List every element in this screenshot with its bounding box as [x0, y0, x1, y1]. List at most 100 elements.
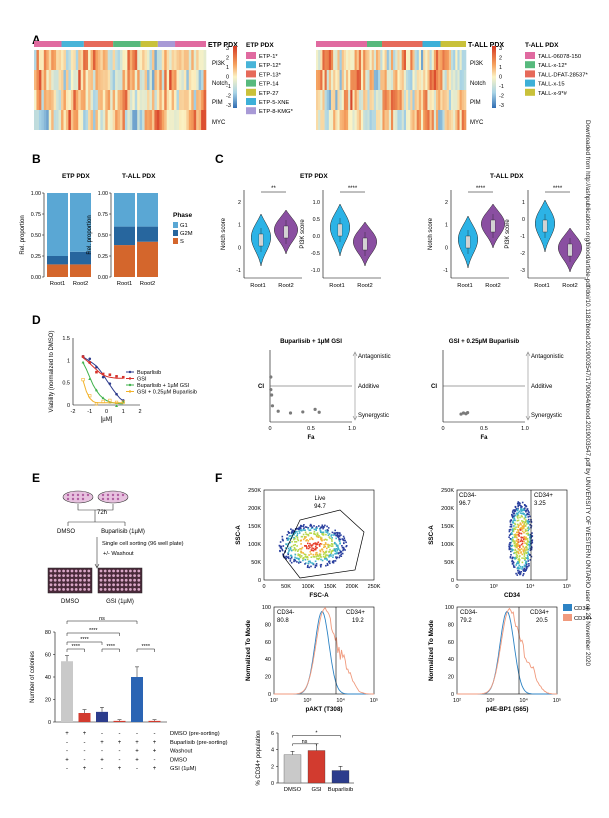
region-label: Additive [531, 384, 553, 390]
event-dot [315, 548, 317, 550]
cell-dot [81, 493, 85, 497]
condition-sign: - [66, 749, 68, 755]
heatmap-cell [384, 110, 388, 130]
heatmap-cell [391, 90, 394, 110]
heatmap-cell [186, 110, 190, 130]
plate-well [124, 583, 128, 587]
event-dot [523, 540, 525, 543]
event-dot [336, 549, 339, 552]
x-tick-label: 0 [268, 426, 271, 432]
event-dot [517, 525, 520, 527]
condition-row-label: Buparlisib (pre-sorting) [170, 740, 228, 746]
heatmap-cell [403, 50, 407, 70]
event-dot [526, 548, 529, 551]
heatmap-cell [48, 90, 52, 110]
legend-label: ETP-27 [259, 91, 279, 97]
event-dot [511, 513, 513, 516]
event-dot [315, 528, 317, 531]
heatmap-cell [322, 90, 325, 110]
x-category: Buparlisib [328, 787, 353, 793]
x-category: Root1 [250, 283, 265, 289]
event-dot [524, 530, 527, 533]
plate-well [103, 578, 107, 582]
heatmap-cell [442, 50, 445, 70]
event-dot [517, 566, 519, 569]
y-tick-label: 50K [251, 560, 261, 566]
event-dot [522, 549, 525, 551]
event-dot [519, 565, 522, 568]
event-dot [290, 561, 293, 564]
c-tall-title: T-ALL PDX [490, 173, 524, 180]
event-dot [521, 512, 523, 515]
y-axis-label: % CD34+ population [256, 730, 262, 785]
event-dot [345, 541, 347, 544]
event-dot [335, 534, 337, 537]
legend-label: CD34- [574, 606, 591, 612]
event-dot [513, 517, 516, 520]
event-dot [320, 543, 323, 545]
heatmap-cell [137, 50, 140, 70]
plate-well [62, 578, 65, 582]
heatmap-cell [421, 50, 424, 70]
heatmap-cell [176, 90, 180, 110]
heatmap-cell [129, 70, 133, 90]
heatmap-cell [380, 50, 383, 70]
heatmap-cell [137, 90, 140, 110]
condition-sign: - [84, 757, 86, 763]
heatmap-cell [61, 70, 64, 90]
event-dot [521, 501, 524, 504]
heatmap-cell [427, 110, 430, 130]
heatmap-cell [337, 110, 340, 130]
event-dot [525, 566, 528, 568]
heatmap-cell [318, 110, 321, 130]
data-point [121, 400, 125, 404]
event-dot [316, 547, 318, 549]
heatmap-cell [127, 70, 131, 90]
event-dot [297, 558, 300, 560]
event-dot [531, 546, 533, 549]
heatmap-cell [386, 110, 390, 130]
heatmap-cell [363, 110, 366, 130]
heatmap-cell [193, 70, 197, 90]
event-dot [523, 555, 526, 557]
event-dot [323, 544, 325, 546]
heatmap-cell [346, 90, 349, 110]
gate-percent: 94.7 [314, 504, 326, 510]
event-dot [526, 540, 529, 543]
event-dot [293, 538, 295, 541]
heatmap-cell [414, 90, 418, 110]
bar-segment-S [47, 264, 68, 277]
heatmap-cell [333, 110, 336, 130]
y-tick-label: 20 [265, 675, 271, 681]
event-dot [324, 542, 327, 544]
event-dot [333, 532, 335, 534]
event-dot [517, 502, 520, 504]
heatmap-cell [373, 110, 377, 130]
event-dot [326, 532, 329, 534]
plate-well [83, 574, 86, 577]
plate-well [116, 578, 120, 582]
data-point [88, 377, 92, 381]
x-tick-label: 10² [270, 698, 278, 704]
event-dot [296, 545, 298, 547]
event-dot [321, 549, 324, 551]
event-dot [522, 513, 525, 515]
event-dot [299, 526, 302, 529]
y-tick-label: 0.75 [98, 212, 108, 218]
event-dot [280, 545, 283, 548]
event-dot [318, 543, 320, 546]
event-dot [527, 565, 529, 568]
event-dot [336, 556, 339, 559]
event-dot [334, 549, 336, 552]
event-dot [530, 545, 533, 548]
x-tick-label: 10⁴ [336, 697, 345, 704]
ci-axis-label: CI [258, 384, 264, 390]
event-dot [521, 525, 524, 527]
heatmap-cell [159, 50, 163, 70]
legend-label: TALL-DFAT-28537* [538, 72, 588, 78]
event-dot [516, 556, 518, 559]
flow-arrow-head [94, 563, 100, 569]
plot-frame [263, 489, 375, 581]
event-dot [327, 554, 329, 557]
heatmap-cell [423, 50, 426, 70]
